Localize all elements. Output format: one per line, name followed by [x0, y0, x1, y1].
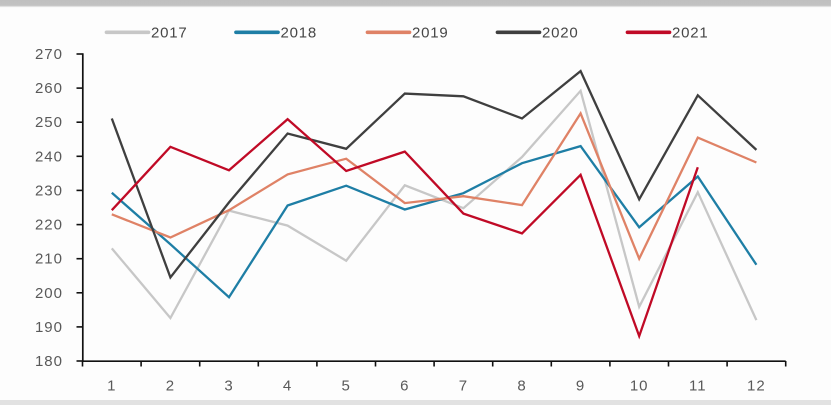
svg-text:7: 7 [459, 378, 468, 395]
svg-text:2017: 2017 [151, 24, 188, 41]
svg-text:10: 10 [630, 378, 649, 395]
svg-text:230: 230 [35, 182, 63, 199]
svg-text:9: 9 [576, 378, 585, 395]
svg-text:180: 180 [35, 353, 63, 370]
svg-text:2019: 2019 [412, 24, 449, 41]
svg-text:2020: 2020 [542, 24, 579, 41]
svg-text:1: 1 [107, 378, 116, 395]
svg-text:240: 240 [35, 148, 63, 165]
svg-text:2021: 2021 [672, 24, 709, 41]
svg-text:210: 210 [35, 251, 63, 268]
svg-text:8: 8 [517, 378, 526, 395]
svg-text:3: 3 [224, 378, 233, 395]
svg-text:220: 220 [35, 217, 63, 234]
svg-text:270: 270 [35, 46, 63, 63]
svg-text:4: 4 [283, 378, 292, 395]
svg-text:12: 12 [747, 378, 766, 395]
svg-text:250: 250 [35, 114, 63, 131]
svg-text:5: 5 [342, 378, 351, 395]
svg-text:2018: 2018 [281, 24, 318, 41]
svg-text:6: 6 [400, 378, 409, 395]
svg-text:2: 2 [166, 378, 175, 395]
svg-text:11: 11 [689, 378, 707, 395]
svg-text:190: 190 [35, 319, 63, 336]
svg-text:260: 260 [35, 80, 63, 97]
svg-text:200: 200 [35, 285, 63, 302]
